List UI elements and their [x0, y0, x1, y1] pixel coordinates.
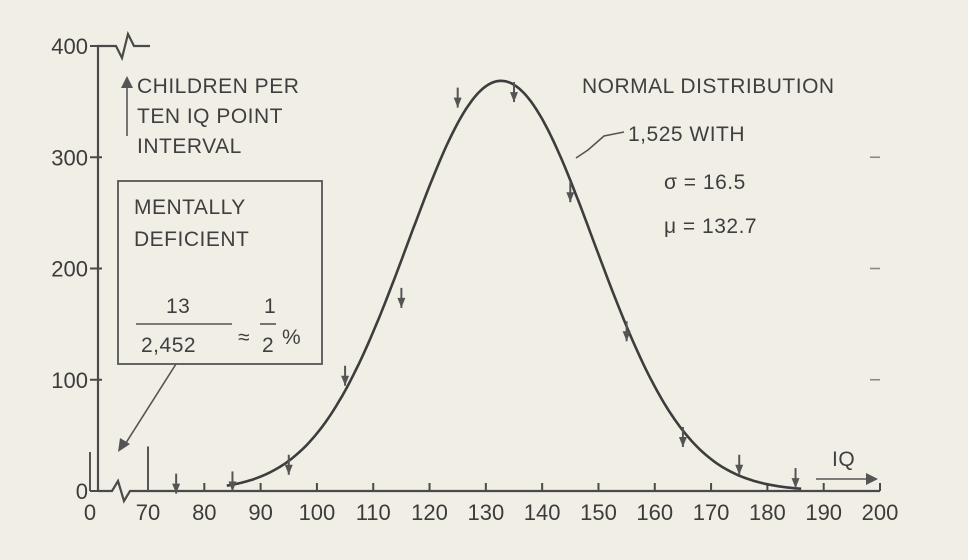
x-tick-label: 80	[192, 500, 216, 525]
x-tick-label: 200	[862, 500, 899, 525]
deficient-percent: %	[282, 326, 301, 349]
mentally-deficient-box: MENTALLY DEFICIENT 13 2,452 ≈ 1 2 %	[117, 180, 323, 452]
deficient-half-numerator: 1	[264, 295, 276, 318]
observed-point-head	[453, 97, 462, 108]
y-tick-label: 400	[51, 34, 88, 59]
y-tick-label: 300	[51, 145, 88, 170]
legend-sigma: σ = 16.5	[664, 171, 746, 194]
x-tick-label: 160	[636, 500, 673, 525]
iq-label: IQ	[832, 448, 855, 471]
y-label-line-3: INTERVAL	[137, 135, 242, 158]
observed-point-head	[566, 192, 575, 203]
deficient-title-line-2: DEFICIENT	[134, 228, 249, 251]
axis-ticks: 0 100 200 300 400 0 70 80 90 100 110 120 130 140 150 16…	[51, 34, 898, 525]
observed-point-head	[397, 297, 406, 308]
deficient-title-line-1: MENTALLY	[134, 196, 246, 219]
deficient-approx: ≈	[238, 326, 250, 349]
x-tick-label: 100	[299, 500, 336, 525]
deficient-bars	[89, 446, 149, 491]
observed-point-head	[622, 331, 631, 342]
x-tick-label: 120	[411, 500, 448, 525]
legend-title: NORMAL DISTRIBUTION	[582, 75, 835, 98]
x-axis-line	[98, 478, 880, 504]
x-tick-label: 90	[248, 500, 272, 525]
observed-point-head	[791, 478, 800, 489]
observed-point-head	[510, 92, 518, 103]
x-tick-label: 0	[84, 500, 96, 525]
x-tick-label: 150	[580, 500, 617, 525]
y-tick-label: 200	[51, 257, 88, 282]
y-axis-label: CHILDREN PER TEN IQ POINT INTERVAL	[121, 75, 299, 158]
x-axis-iq-label: IQ	[816, 448, 878, 485]
distribution-legend: NORMAL DISTRIBUTION 1,525 WITH σ = 16.5 …	[575, 75, 835, 238]
x-tick-label: 170	[693, 500, 730, 525]
x-tick-label: 140	[524, 500, 561, 525]
deficient-leader-arrowhead	[118, 438, 130, 452]
observed-point-head	[284, 464, 293, 475]
y-label-arrow-head	[121, 76, 133, 88]
x-tick-label: 190	[805, 500, 842, 525]
deficient-denominator: 2,452	[141, 334, 196, 357]
deficient-numerator: 13	[166, 295, 190, 318]
x-tick-label: 70	[136, 500, 160, 525]
observed-points	[172, 82, 800, 494]
observed-point-head	[172, 483, 181, 494]
deficient-half-denominator: 2	[262, 334, 274, 357]
y-tick-label: 0	[76, 479, 88, 504]
deficient-box-frame	[117, 180, 323, 365]
y-tick-label: 100	[51, 368, 88, 393]
x-tick-label: 110	[356, 500, 391, 525]
observed-point-head	[228, 481, 237, 492]
observed-point-head	[735, 464, 744, 475]
legend-count: 1,525 WITH	[628, 123, 745, 146]
x-tick-label: 130	[467, 500, 504, 525]
y-axis-line	[96, 30, 150, 491]
y-label-line-1: CHILDREN PER	[137, 75, 299, 98]
observed-point-head	[678, 436, 687, 447]
x-tick-label: 180	[749, 500, 786, 525]
deficient-leader-line	[123, 363, 177, 447]
legend-leader-line	[575, 131, 625, 159]
y-label-line-2: TEN IQ POINT	[137, 105, 283, 128]
iq-arrow-head	[866, 473, 878, 485]
observed-point-head	[341, 375, 350, 386]
legend-mu: μ = 132.7	[664, 215, 757, 238]
